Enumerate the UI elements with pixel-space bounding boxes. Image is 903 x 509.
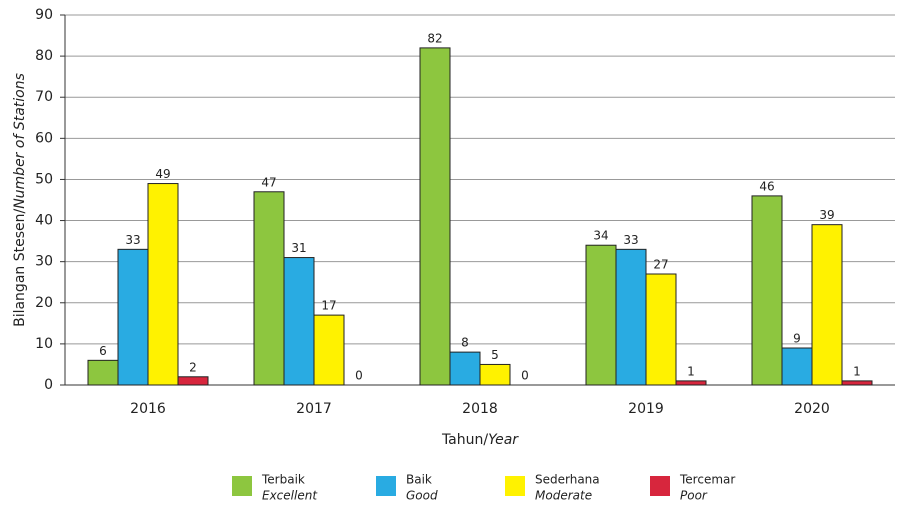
legend-swatch — [232, 476, 252, 496]
bar — [841, 380, 873, 386]
bar — [253, 191, 285, 386]
legend-label: Sederhana — [535, 473, 600, 487]
bar — [781, 347, 813, 386]
value-label: 0 — [521, 369, 529, 383]
legend-label: Terbaik — [261, 473, 305, 487]
bar — [419, 47, 451, 386]
bar — [283, 257, 315, 386]
y-tick-label: 0 — [44, 377, 53, 393]
x-axis-label: Tahun/Year — [441, 432, 519, 448]
value-label: 27 — [653, 258, 668, 272]
value-label: 9 — [793, 332, 801, 346]
bar — [147, 183, 179, 386]
x-axis-label-main: Tahun/ — [441, 432, 488, 448]
bar — [479, 363, 511, 386]
value-label: 2 — [189, 360, 197, 374]
legend-label: Baik — [406, 473, 432, 487]
x-tick-label: 2020 — [794, 401, 830, 417]
legend-label-en: Excellent — [262, 489, 318, 503]
value-label: 34 — [593, 229, 608, 243]
value-label: 47 — [261, 175, 276, 189]
x-tick-label: 2019 — [628, 401, 664, 417]
bar — [449, 351, 481, 386]
bar — [615, 248, 647, 386]
y-tick-label: 40 — [35, 213, 53, 229]
y-tick-label: 50 — [35, 171, 53, 187]
value-label: 8 — [461, 336, 469, 350]
bar — [675, 380, 707, 386]
legend-label-en: Good — [406, 489, 438, 503]
legend-swatch — [505, 476, 525, 496]
y-axis-label: Bilangan Stesen/Number of Stations — [12, 73, 28, 327]
x-tick-label: 2017 — [296, 401, 332, 417]
bar — [117, 248, 149, 386]
value-label: 33 — [125, 233, 140, 247]
y-tick-label: 90 — [35, 7, 53, 23]
value-label: 6 — [99, 344, 107, 358]
value-label: 46 — [759, 179, 774, 193]
legend-label-en: Poor — [680, 489, 708, 503]
y-tick-label: 20 — [35, 295, 53, 311]
legend-label: Tercemar — [679, 473, 735, 487]
value-label: 17 — [321, 299, 336, 313]
value-label: 0 — [355, 369, 363, 383]
value-label: 5 — [491, 348, 499, 362]
value-label: 1 — [853, 364, 861, 378]
bar — [645, 273, 677, 386]
y-tick-label: 60 — [35, 130, 53, 146]
y-axis-label-en: Number of Stations — [12, 73, 28, 209]
bar — [313, 314, 345, 386]
legend-label-en: Moderate — [535, 489, 592, 503]
x-tick-label: 2016 — [130, 401, 166, 417]
legend-swatch — [376, 476, 396, 496]
value-label: 1 — [687, 364, 695, 378]
y-tick-label: 10 — [35, 336, 53, 352]
y-tick-label: 30 — [35, 254, 53, 270]
x-axis-label-en: Year — [488, 432, 519, 448]
bar — [585, 244, 617, 386]
value-label: 82 — [427, 31, 442, 45]
bar — [177, 376, 209, 386]
bar — [751, 195, 783, 386]
x-tick-label: 2018 — [462, 401, 498, 417]
bar — [811, 224, 843, 386]
value-label: 33 — [623, 233, 638, 247]
y-tick-label: 80 — [35, 48, 53, 64]
legend-swatch — [650, 476, 670, 496]
bar — [87, 359, 119, 386]
value-label: 31 — [291, 241, 306, 255]
y-axis-label-main: Bilangan Stesen/ — [12, 209, 28, 327]
value-label: 39 — [819, 208, 834, 222]
value-label: 49 — [155, 167, 170, 181]
y-tick-label: 70 — [35, 89, 53, 105]
